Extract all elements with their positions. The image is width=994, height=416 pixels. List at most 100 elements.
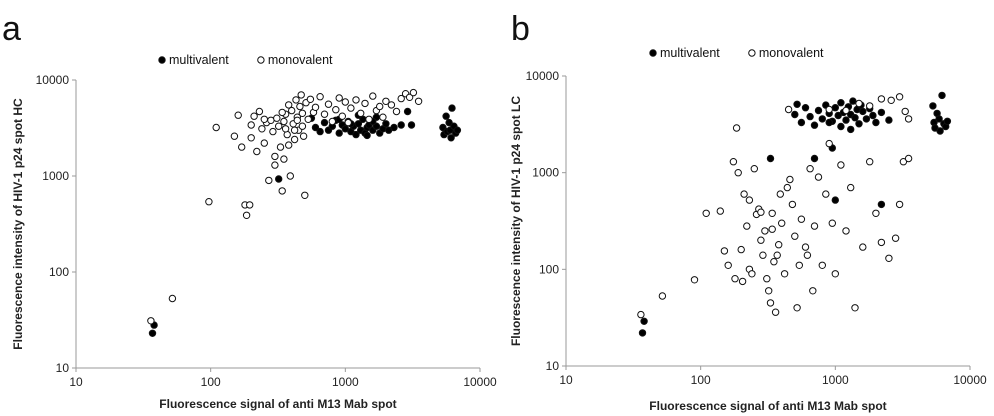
data-point-monovalent: [716, 207, 724, 215]
data-point-monovalent: [271, 152, 279, 161]
data-point-monovalent: [357, 109, 365, 118]
data-point-monovalent: [828, 219, 836, 227]
data-point-monovalent: [280, 117, 288, 126]
data-point-monovalent: [250, 112, 258, 120]
data-point-monovalent: [328, 117, 336, 126]
data-point-monovalent: [304, 115, 312, 124]
data-point-multivalent: [877, 200, 886, 209]
data-point-multivalent: [825, 118, 833, 127]
data-point-monovalent: [866, 158, 874, 166]
data-point-monovalent: [780, 270, 789, 278]
data-point-monovalent: [720, 247, 729, 255]
data-point-monovalent: [809, 287, 817, 295]
y-tick-label: 10: [56, 361, 70, 375]
data-point-monovalent: [405, 93, 414, 102]
panel-label: a: [2, 10, 21, 48]
data-point-multivalent: [929, 102, 937, 110]
data-point-monovalent: [397, 94, 405, 103]
data-point-multivalent: [801, 104, 810, 112]
data-point-monovalent: [847, 183, 855, 192]
legend-marker-multivalent: [158, 56, 166, 64]
data-point-monovalent: [247, 121, 255, 129]
data-point-monovalent: [212, 123, 220, 132]
data-point-monovalent: [743, 222, 751, 230]
legend: multivalent monovalent: [158, 53, 333, 67]
data-point-monovalent: [341, 98, 349, 106]
data-point-monovalent: [757, 236, 765, 244]
data-point-monovalent: [842, 106, 850, 115]
x-tick-label: 1000: [822, 373, 849, 387]
data-point-monovalent: [901, 107, 909, 116]
data-point-multivalent: [834, 111, 842, 120]
data-point-monovalent: [271, 161, 279, 169]
data-point-monovalent: [885, 254, 893, 262]
data-point-monovalent: [247, 134, 255, 142]
data-point-monovalent: [260, 139, 268, 147]
data-point-monovalent: [238, 143, 246, 151]
data-point-monovalent: [831, 270, 839, 278]
data-point-monovalent: [281, 125, 290, 133]
legend-marker-monovalent: [748, 49, 756, 57]
data-point-multivalent: [806, 112, 814, 121]
x-tick-label: 1000: [332, 375, 359, 389]
data-point-monovalent: [784, 105, 793, 114]
data-point-monovalent: [765, 287, 773, 295]
data-point-multivalent: [818, 115, 826, 123]
data-point-multivalent: [869, 111, 877, 120]
data-point-monovalent: [285, 101, 293, 109]
data-point-multivalent: [810, 154, 819, 163]
data-point-monovalent: [887, 96, 895, 105]
y-tick-label: 1000: [42, 169, 69, 183]
data-point-multivalent: [447, 134, 455, 142]
data-point-monovalent: [253, 147, 261, 156]
data-point-monovalent: [265, 176, 273, 185]
data-point-monovalent: [637, 310, 645, 319]
data-point-monovalent: [877, 238, 886, 247]
data-point-monovalent: [365, 115, 373, 124]
data-point-monovalent: [806, 165, 814, 173]
data-point-multivalent: [791, 110, 799, 119]
y-tick-label: 10000: [36, 73, 70, 87]
data-point-multivalent: [390, 123, 398, 132]
data-point-monovalent: [230, 132, 239, 140]
data-point-monovalent: [822, 190, 830, 198]
data-point-monovalent: [286, 172, 294, 180]
legend-label-monovalent: monovalent: [759, 46, 824, 60]
data-point-monovalent: [273, 114, 281, 122]
data-point-monovalent: [276, 143, 285, 151]
legend-marker-monovalent: [257, 56, 265, 64]
legend-label-multivalent: multivalent: [169, 53, 229, 67]
data-point-monovalent: [409, 88, 418, 97]
series-multivalent: [148, 104, 462, 337]
data-point-monovalent: [242, 211, 251, 220]
data-point-monovalent: [786, 175, 794, 184]
data-point-multivalent: [148, 329, 157, 337]
data-point-monovalent: [285, 141, 293, 149]
data-point-multivalent: [638, 329, 647, 337]
data-point-monovalent: [904, 115, 913, 123]
data-point-multivalent: [837, 99, 845, 107]
data-point-multivalent: [810, 121, 819, 129]
data-point-monovalent: [837, 161, 845, 169]
data-point-monovalent: [269, 127, 277, 136]
data-point-monovalent: [740, 190, 748, 198]
data-point-monovalent: [369, 92, 377, 100]
data-point-monovalent: [290, 126, 299, 134]
data-point-monovalent: [771, 308, 780, 316]
x-tick-label: 10000: [953, 373, 987, 387]
x-axis-title: Fluorescence signal of anti M13 Mab spot: [159, 397, 396, 411]
data-point-multivalent: [849, 97, 857, 105]
data-point-monovalent: [745, 196, 754, 204]
data-point-multivalent: [352, 130, 360, 139]
data-point-monovalent: [278, 187, 286, 195]
data-point-monovalent: [851, 304, 859, 312]
data-point-monovalent: [795, 261, 803, 269]
data-point-multivalent: [814, 106, 823, 115]
data-point-multivalent: [403, 107, 412, 116]
panel-a: a 10 100 1000 10000 10 100 1000 10000 Fluorescenc…: [2, 10, 497, 411]
data-point-monovalent: [855, 99, 863, 108]
data-point-monovalent: [801, 243, 810, 251]
data-point-multivalent: [877, 108, 886, 117]
y-tick-label: 100: [539, 262, 559, 276]
